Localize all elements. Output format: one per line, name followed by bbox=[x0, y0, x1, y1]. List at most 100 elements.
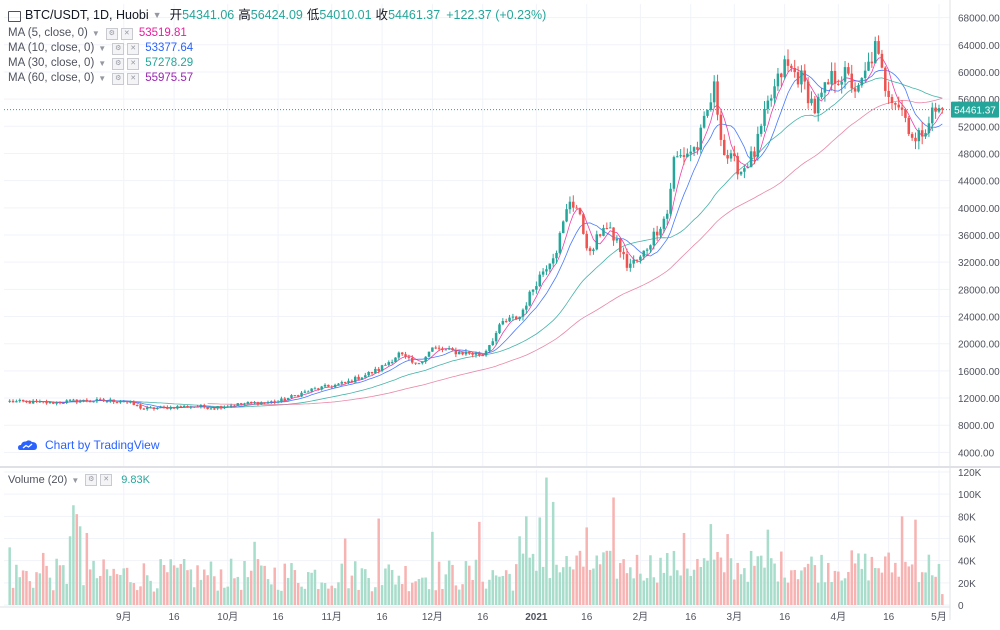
candle-body bbox=[293, 395, 297, 397]
series-header[interactable]: BTC/USDT, 1D, Huobi ▼ 开 54341.06 高 56424.0… bbox=[8, 8, 546, 23]
close-icon[interactable]: ✕ bbox=[127, 57, 140, 70]
candle-body bbox=[880, 53, 884, 68]
indicator-ma30[interactable]: MA (30, close, 0) ▼ ⚙ ✕ 57278.29 bbox=[8, 56, 546, 71]
volume-bar bbox=[350, 575, 354, 605]
volume-bar bbox=[273, 567, 276, 605]
candle-body bbox=[414, 362, 417, 364]
volume-bar bbox=[196, 565, 199, 605]
volume-bar bbox=[551, 501, 555, 605]
ma30-line bbox=[107, 77, 943, 408]
candle-body bbox=[41, 401, 45, 403]
tradingview-attribution-link[interactable]: Chart by TradingView bbox=[18, 438, 160, 452]
chevron-down-icon[interactable]: ▼ bbox=[98, 74, 107, 83]
volume-legend[interactable]: Volume (20) ▼ ⚙ ✕ 9.83K bbox=[8, 474, 150, 486]
volume-bar bbox=[816, 582, 820, 605]
candle-body bbox=[847, 67, 850, 74]
candle-body bbox=[323, 384, 327, 387]
price-tick-label: 8000.00 bbox=[958, 421, 995, 432]
tradingview-cloud-icon bbox=[18, 440, 37, 450]
volume-bar bbox=[796, 579, 800, 605]
price-tick-label: 44000.00 bbox=[958, 177, 1000, 188]
candle-body bbox=[629, 263, 632, 268]
settings-icon[interactable]: ⚙ bbox=[112, 42, 125, 55]
indicator-name: MA (5, close, 0) bbox=[8, 27, 88, 39]
candle-body bbox=[541, 271, 545, 275]
collapse-legend-icon[interactable] bbox=[8, 11, 21, 22]
candle-body bbox=[347, 380, 350, 383]
candle-body bbox=[337, 383, 340, 385]
candle-body bbox=[256, 402, 260, 405]
close-icon[interactable]: ✕ bbox=[120, 27, 133, 40]
candle-body bbox=[427, 351, 431, 357]
candle-body bbox=[867, 61, 870, 71]
candle-body bbox=[394, 357, 397, 363]
candle-body bbox=[286, 397, 290, 401]
chevron-down-icon[interactable]: ▼ bbox=[71, 475, 80, 485]
indicator-ma10[interactable]: MA (10, close, 0) ▼ ⚙ ✕ 53377.64 bbox=[8, 41, 546, 56]
time-tick-label: 12月 bbox=[422, 611, 443, 623]
candle-body bbox=[686, 153, 689, 157]
chevron-down-icon[interactable]: ▼ bbox=[152, 10, 162, 20]
settings-icon[interactable]: ⚙ bbox=[85, 474, 98, 486]
candle-body bbox=[900, 107, 904, 110]
volume-bar bbox=[394, 584, 397, 605]
volume-bar bbox=[850, 550, 853, 605]
volume-bar bbox=[686, 568, 689, 605]
volume-bar bbox=[347, 588, 350, 605]
chevron-down-icon[interactable]: ▼ bbox=[91, 29, 100, 38]
candle-body bbox=[615, 239, 619, 241]
volume-bar bbox=[156, 588, 159, 605]
chevron-down-icon[interactable]: ▼ bbox=[98, 59, 107, 68]
volume-bar bbox=[283, 563, 287, 605]
volume-bar bbox=[615, 578, 619, 605]
settings-icon[interactable]: ⚙ bbox=[112, 72, 125, 85]
volume-bar bbox=[840, 580, 843, 605]
settings-icon[interactable]: ⚙ bbox=[112, 57, 125, 70]
close-icon[interactable]: ✕ bbox=[127, 42, 140, 55]
candle-body bbox=[203, 405, 206, 408]
volume-bar bbox=[478, 521, 481, 605]
volume-bar bbox=[68, 536, 72, 605]
volume-bar bbox=[434, 590, 437, 605]
volume-bar bbox=[152, 591, 156, 605]
chevron-down-icon[interactable]: ▼ bbox=[98, 44, 107, 53]
volume-bar bbox=[790, 570, 793, 605]
settings-icon[interactable]: ⚙ bbox=[105, 27, 118, 40]
close-icon[interactable]: ✕ bbox=[100, 474, 113, 486]
volume-bar bbox=[639, 573, 642, 605]
volume-bar bbox=[431, 531, 434, 605]
candle-body bbox=[377, 368, 380, 371]
volume-bar bbox=[300, 586, 303, 605]
volume-bar bbox=[213, 576, 216, 605]
candle-body bbox=[31, 400, 35, 404]
indicator-ma60[interactable]: MA (60, close, 0) ▼ ⚙ ✕ 55975.57 bbox=[8, 71, 546, 86]
volume-bar bbox=[659, 557, 662, 605]
volume-bar bbox=[11, 587, 15, 605]
volume-bar bbox=[894, 562, 897, 605]
candle-body bbox=[169, 406, 172, 409]
volume-bar bbox=[572, 569, 575, 605]
last-price-badge-label: 54461.37 bbox=[954, 106, 996, 117]
candle-body bbox=[578, 208, 582, 215]
candle-body bbox=[491, 341, 495, 346]
candle-body bbox=[387, 362, 391, 365]
volume-bar bbox=[504, 570, 508, 605]
candle-body bbox=[555, 252, 558, 259]
volume-bar bbox=[129, 582, 132, 605]
indicator-ma5[interactable]: MA (5, close, 0) ▼ ⚙ ✕ 53519.81 bbox=[8, 26, 546, 41]
volume-bar bbox=[384, 568, 387, 605]
volume-bar bbox=[330, 585, 333, 605]
close-icon[interactable]: ✕ bbox=[127, 72, 140, 85]
volume-bar bbox=[109, 575, 112, 605]
time-tick-label: 16 bbox=[169, 612, 181, 623]
volume-bar bbox=[82, 585, 85, 605]
price-tick-label: 28000.00 bbox=[958, 285, 1000, 296]
volume-bar bbox=[484, 588, 488, 605]
volume-bar bbox=[28, 581, 32, 605]
volume-bar bbox=[924, 572, 927, 605]
candle-body bbox=[243, 403, 246, 405]
candle-body bbox=[766, 100, 770, 109]
volume-bar bbox=[105, 569, 109, 605]
